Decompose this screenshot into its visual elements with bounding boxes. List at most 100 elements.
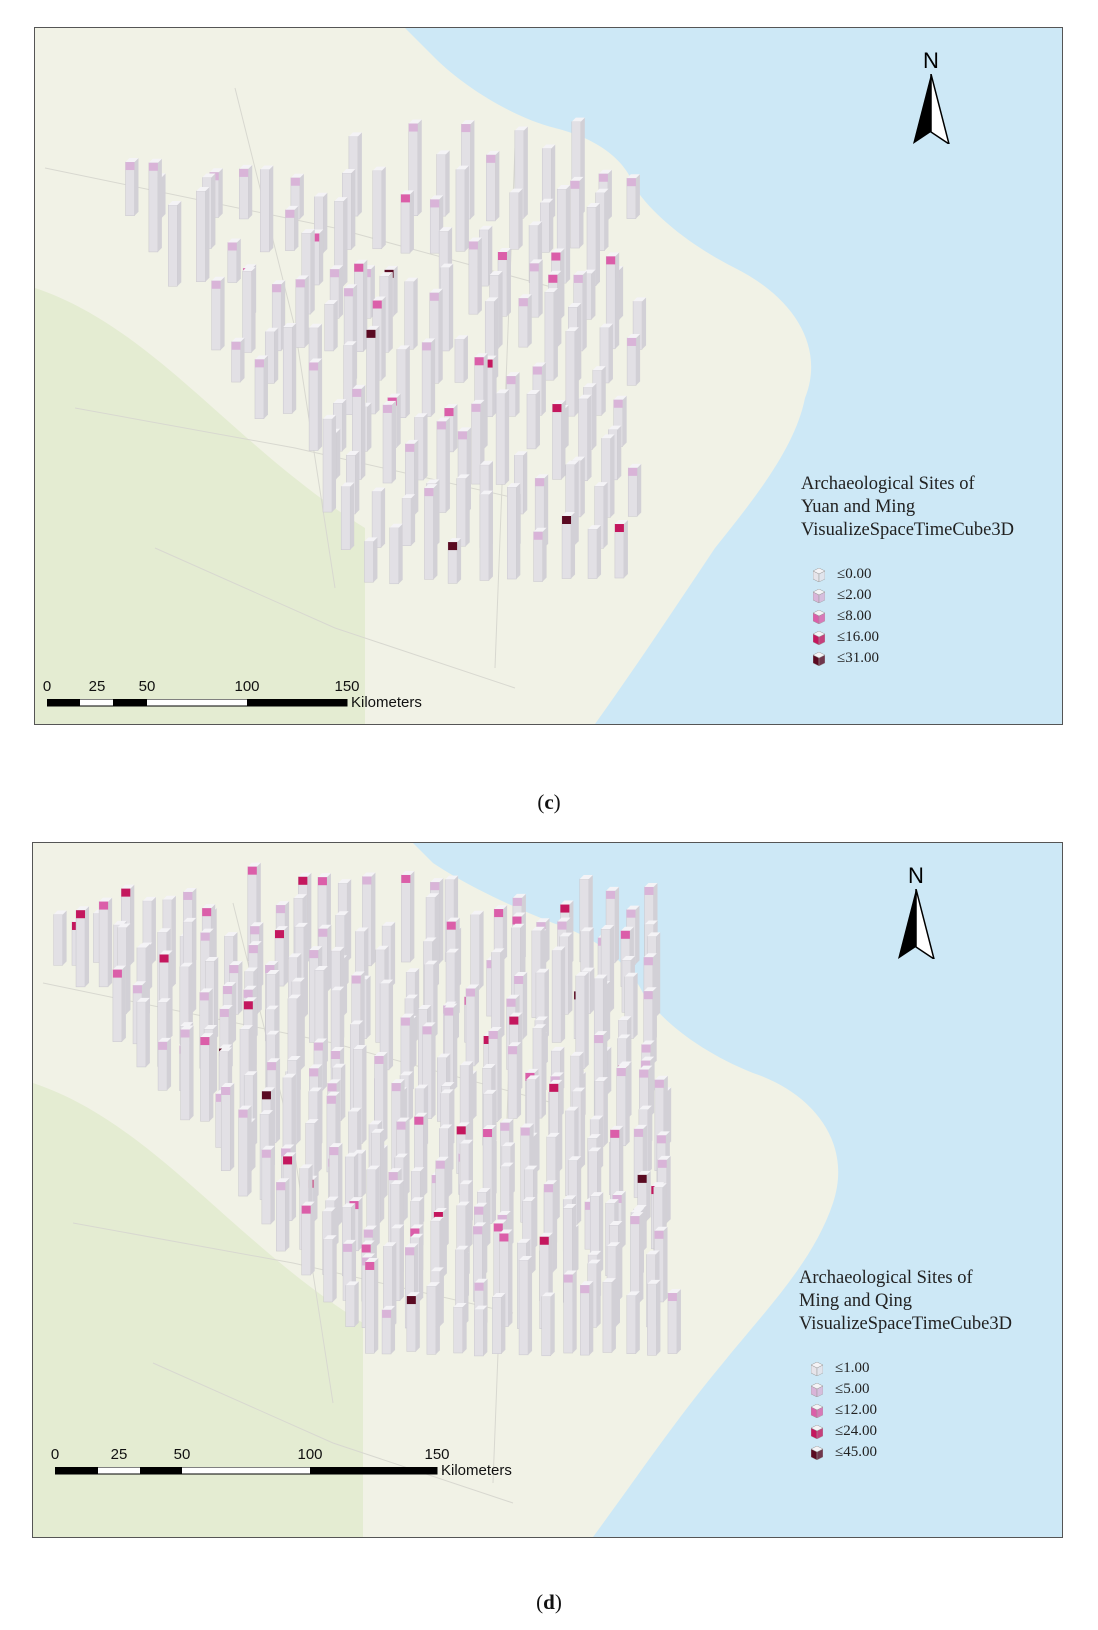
data-column <box>479 490 493 581</box>
legend-cube-icon <box>811 1445 823 1460</box>
data-column <box>382 400 397 484</box>
data-column <box>374 1051 388 1143</box>
legend-title-line: Yuan and Ming <box>801 497 916 517</box>
legend-item: ≤45.00 <box>799 1442 1059 1463</box>
data-column <box>274 926 289 987</box>
data-column <box>340 482 355 550</box>
legend-cube-icon <box>813 630 825 645</box>
data-column <box>211 276 225 351</box>
scale-bar-graphic <box>55 1467 438 1475</box>
data-column <box>239 164 253 220</box>
scale-tick: 100 <box>234 678 260 695</box>
data-column <box>314 192 328 254</box>
legend-cube-icon <box>811 1361 823 1376</box>
data-column <box>238 1105 252 1197</box>
scale-tick: 100 <box>297 1446 323 1463</box>
legend-item-label: ≤24.00 <box>835 1423 877 1439</box>
data-column <box>468 237 482 315</box>
data-column <box>630 1212 644 1304</box>
data-column <box>308 358 323 451</box>
legend-item-label: ≤0.00 <box>837 566 872 582</box>
data-column <box>112 965 126 1042</box>
data-column <box>447 538 462 584</box>
scale-tick: 0 <box>50 1446 60 1463</box>
legend-item: ≤12.00 <box>799 1400 1059 1421</box>
legend-item: ≤0.00 <box>801 564 1061 585</box>
data-column <box>486 150 500 222</box>
data-column <box>371 487 386 548</box>
legend-item: ≤16.00 <box>801 627 1061 648</box>
data-column <box>364 537 378 583</box>
north-arrow-d: N <box>896 863 936 959</box>
data-column <box>605 252 620 350</box>
legend-item-label: ≤2.00 <box>837 587 872 603</box>
data-column <box>453 1303 467 1354</box>
scale-tick: 150 <box>424 1446 450 1463</box>
data-column <box>200 1033 214 1122</box>
legend-cube-icon <box>813 609 825 624</box>
data-column <box>345 1281 359 1327</box>
data-column <box>334 197 348 287</box>
data-column <box>541 1292 555 1357</box>
legend-cube-icon <box>813 588 825 603</box>
data-column <box>552 400 566 480</box>
data-column <box>353 1044 367 1144</box>
legend-cube-icon <box>813 651 825 666</box>
data-column <box>614 520 628 579</box>
scale-tick: 25 <box>88 678 106 695</box>
data-column <box>491 948 505 1040</box>
data-column <box>231 337 245 383</box>
scale-tick: 25 <box>110 1446 128 1463</box>
legend-title: Archaeological Sites of Yuan and Ming Vi… <box>801 473 1061 542</box>
data-column <box>533 527 547 582</box>
data-column <box>507 1042 522 1119</box>
data-column <box>290 173 304 220</box>
map-panel-d: N Archaeological Sites of Ming and Qing … <box>32 842 1063 1538</box>
data-column <box>372 166 386 250</box>
legend-item-label: ≤12.00 <box>835 1402 877 1418</box>
legend-list: ≤1.00 ≤5.00 ≤12.00 ≤24.00 ≤45.00 <box>799 1358 1059 1463</box>
legend-item: ≤5.00 <box>799 1379 1059 1400</box>
data-column <box>260 165 274 253</box>
data-column <box>396 345 410 418</box>
data-column <box>473 1222 487 1302</box>
data-column <box>401 494 416 546</box>
data-column <box>578 394 592 482</box>
legend-item: ≤1.00 <box>799 1358 1059 1379</box>
caption-letter: c <box>544 790 554 814</box>
data-column <box>220 1082 235 1171</box>
caption-letter: d <box>543 1590 555 1614</box>
data-column <box>261 1145 275 1225</box>
data-column <box>323 1235 337 1303</box>
legend-item-label: ≤16.00 <box>837 629 879 645</box>
data-column <box>242 267 256 353</box>
scale-unit: Kilometers <box>441 1462 512 1479</box>
data-column <box>227 238 241 283</box>
data-column <box>322 414 337 513</box>
data-column <box>168 200 182 287</box>
data-column <box>400 190 414 254</box>
data-column <box>600 925 615 1013</box>
data-column <box>381 1305 396 1355</box>
data-column <box>627 463 642 517</box>
data-column <box>565 327 579 417</box>
data-column <box>406 1292 420 1352</box>
legend-item: ≤24.00 <box>799 1421 1059 1442</box>
data-column <box>546 1132 560 1222</box>
data-column <box>405 439 419 516</box>
data-column <box>580 1281 594 1356</box>
data-column <box>424 960 438 1039</box>
north-label: N <box>908 863 924 888</box>
data-column <box>282 323 297 414</box>
data-column <box>470 910 484 990</box>
legend-item: ≤8.00 <box>801 606 1061 627</box>
data-column <box>594 482 608 549</box>
data-column <box>565 460 579 546</box>
data-column <box>506 372 520 417</box>
data-column <box>424 484 438 580</box>
data-column <box>586 203 601 286</box>
data-column <box>354 259 368 352</box>
data-column <box>196 187 210 283</box>
data-column <box>602 1278 616 1353</box>
data-column <box>626 1291 640 1354</box>
